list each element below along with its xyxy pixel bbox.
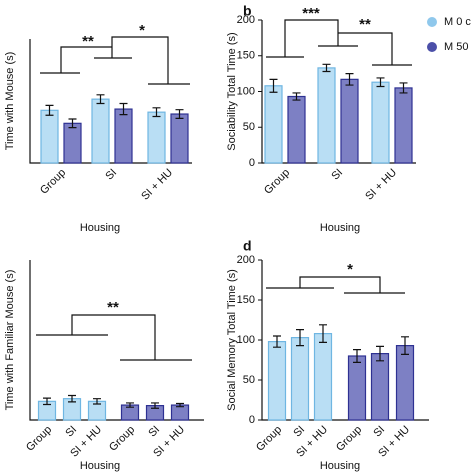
x-tick-label: SI [103, 167, 119, 183]
error-bar [376, 345, 384, 362]
error-bar [151, 402, 159, 409]
error-bar [401, 336, 409, 355]
legend-marker [427, 42, 437, 52]
bar [267, 341, 287, 421]
bar [287, 95, 306, 164]
error-bar [345, 73, 354, 86]
error-bar [152, 107, 161, 118]
y-axis-label: Time with Mouse (s) [4, 52, 16, 151]
y-tick-label: 100 [237, 85, 255, 97]
error-bar [96, 94, 105, 105]
x-tick-label: Group [334, 424, 364, 454]
error-bar [353, 349, 361, 363]
error-bar [176, 402, 184, 408]
significance-label: * [139, 22, 145, 39]
y-tick-label: 100 [237, 334, 255, 346]
error-bar [175, 109, 184, 119]
bar [395, 345, 415, 421]
x-tick-label: Group [262, 167, 292, 197]
bar [313, 333, 333, 421]
error-bar [292, 92, 301, 101]
bar [114, 108, 133, 164]
bar [370, 353, 390, 421]
significance-label: *** [302, 5, 320, 22]
y-axis-label: Social Memory Total Time (s) [226, 269, 238, 411]
error-bar [322, 63, 331, 73]
bar [147, 111, 166, 164]
error-bar [68, 394, 76, 403]
error-bar [296, 329, 304, 347]
y-tick-label: 50 [243, 121, 255, 133]
x-tick-label: Group [38, 167, 68, 197]
significance-bracket [266, 276, 405, 294]
legend-label: M 50 [444, 41, 468, 53]
bar [340, 78, 359, 164]
bar [40, 109, 59, 164]
error-bar [399, 82, 408, 94]
significance-bracket [40, 36, 190, 85]
significance-label: ** [359, 16, 371, 33]
x-tick-label: SI [371, 424, 387, 440]
bar [91, 98, 110, 164]
y-axis-label: Time with Familiar Mouse (s) [4, 270, 16, 411]
x-tick-label: Group [107, 424, 137, 454]
x-tick-label: Group [254, 424, 284, 454]
panel-letter: d [243, 238, 252, 254]
x-tick-label: SI [63, 424, 79, 440]
x-axis-label: Housing [80, 460, 120, 472]
legend-label: M 0 c [444, 16, 471, 28]
bar [394, 87, 413, 164]
y-tick-label: 0 [249, 414, 255, 426]
error-bar [273, 335, 281, 348]
panel-letter: b [243, 3, 252, 19]
x-axis-label: Housing [320, 460, 360, 472]
error-bar [319, 324, 327, 343]
bar [317, 67, 336, 164]
legend-marker [427, 17, 437, 27]
y-tick-label: 0 [249, 157, 255, 169]
x-tick-label: SI + HU [363, 167, 399, 203]
bar [290, 337, 310, 421]
error-bar [68, 118, 77, 129]
significance-label: ** [82, 33, 94, 50]
significance-bracket [36, 314, 192, 361]
x-tick-label: SI + HU [139, 167, 175, 203]
x-tick-label: SI [329, 167, 345, 183]
y-tick-label: 50 [243, 374, 255, 386]
significance-bracket [266, 19, 412, 66]
error-bar [43, 397, 51, 406]
bar [347, 355, 367, 421]
error-bar [126, 402, 134, 408]
error-bar [45, 104, 54, 116]
error-bar [269, 78, 278, 93]
axes [29, 39, 192, 164]
y-axis-label: Sociability Total Time (s) [226, 32, 238, 150]
bar [170, 404, 190, 421]
bar [63, 122, 82, 164]
significance-label: * [347, 261, 353, 278]
y-tick-label: 150 [237, 294, 255, 306]
error-bar [93, 398, 101, 405]
bar [264, 85, 283, 164]
y-tick-label: 200 [237, 14, 255, 26]
bar [170, 113, 189, 164]
significance-label: ** [107, 299, 119, 316]
x-tick-label: SI [291, 424, 307, 440]
y-tick-label: 200 [237, 254, 255, 266]
x-tick-label: Group [24, 424, 54, 454]
x-axis-label: Housing [320, 222, 360, 234]
x-axis-label: Housing [80, 222, 120, 234]
bar [371, 81, 390, 164]
error-bar [376, 77, 385, 88]
y-tick-label: 150 [237, 50, 255, 62]
error-bar [119, 102, 128, 116]
axes [29, 260, 204, 421]
x-tick-label: SI [146, 424, 162, 440]
